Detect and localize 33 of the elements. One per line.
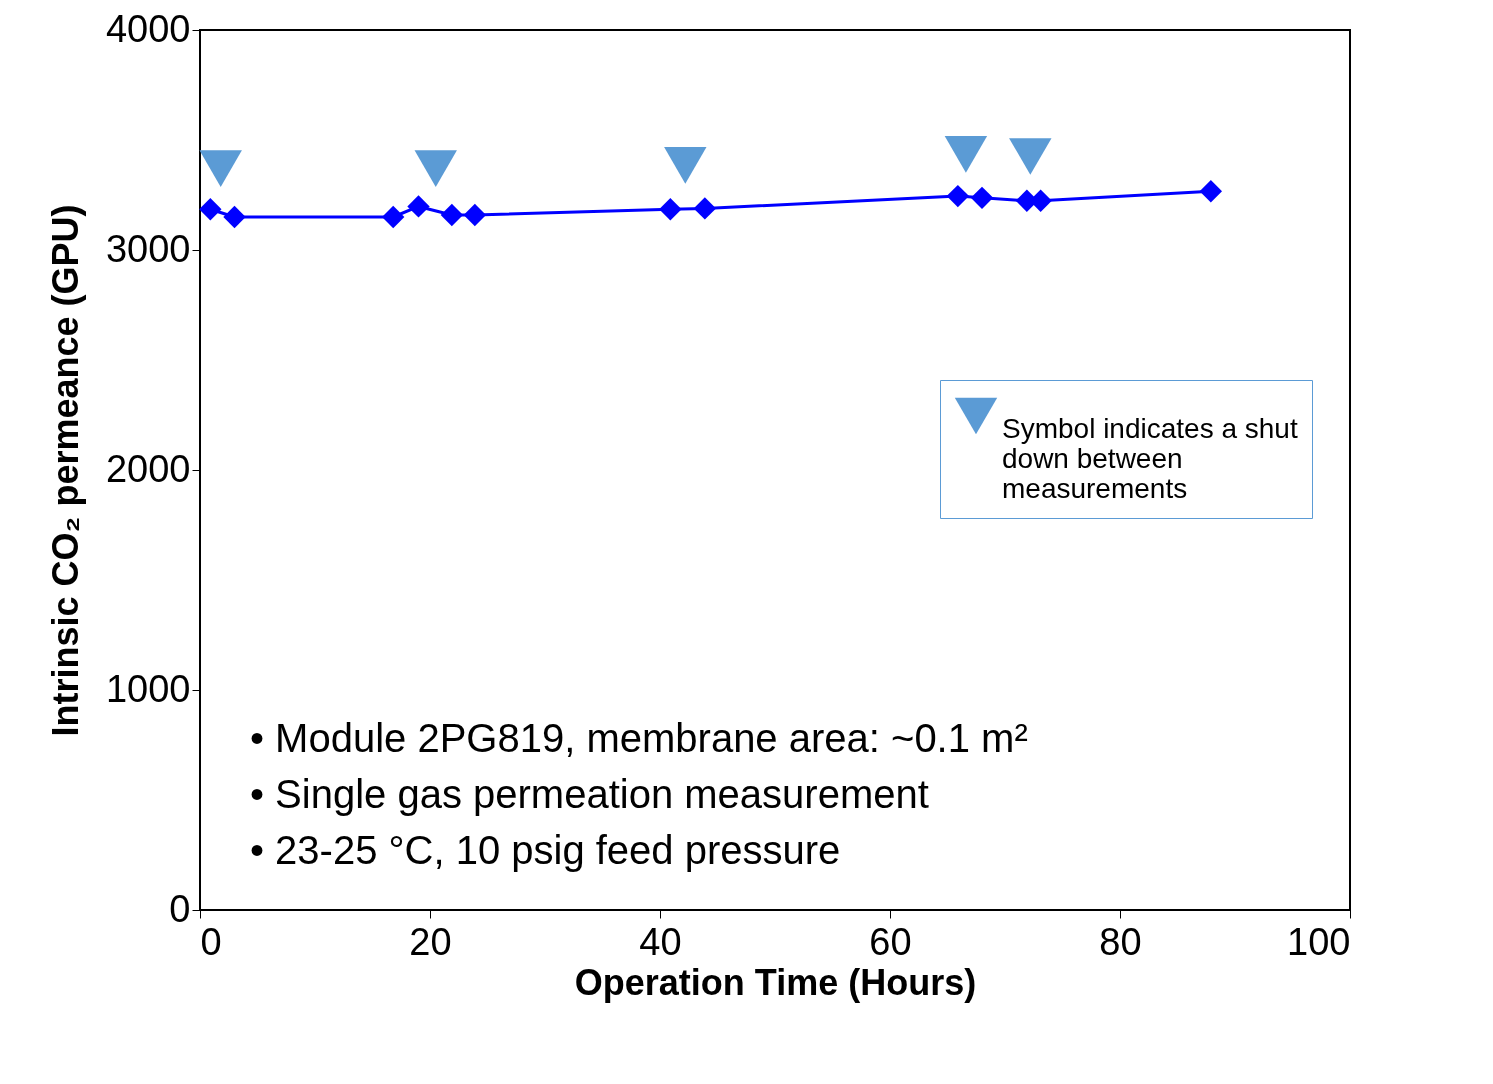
- point: [970, 186, 994, 210]
- x-tick-label: 0: [200, 920, 222, 963]
- point: [463, 203, 487, 227]
- x-tick-label: 60: [869, 920, 912, 963]
- legend-label: Symbol indicates a shut down between measurements: [1002, 413, 1298, 504]
- point: [944, 135, 988, 173]
- x-tick-label: 100: [1287, 920, 1351, 963]
- y-tick-label: 3000: [105, 227, 191, 270]
- x-axis-title: Operation Time (Hours): [574, 961, 977, 1003]
- point: [407, 195, 430, 218]
- point: [199, 198, 222, 221]
- point: [440, 203, 464, 227]
- annotation: • Single gas permeation measurement: [250, 772, 929, 816]
- y-tick-label: 4000: [105, 7, 191, 50]
- point: [946, 184, 970, 208]
- point: [1009, 138, 1052, 175]
- point: [659, 198, 682, 221]
- x-tick-label: 80: [1099, 920, 1142, 963]
- point: [199, 150, 242, 187]
- y-tick-label: 0: [169, 887, 191, 930]
- y-axis-title: Intrinsic CO₂ permeance (GPU): [44, 204, 86, 737]
- y-tick-label: 1000: [105, 667, 191, 710]
- point: [223, 205, 246, 229]
- point: [1199, 180, 1223, 203]
- point: [664, 146, 707, 184]
- point: [693, 197, 717, 220]
- x-tick-label: 20: [409, 920, 452, 963]
- x-tick-label: 40: [639, 920, 682, 963]
- y-tick-label: 2000: [105, 447, 191, 490]
- point: [414, 150, 457, 187]
- annotation: • 23-25 °C, 10 psig feed pressure: [250, 828, 841, 872]
- point: [382, 205, 405, 229]
- annotation: • Module 2PG819, membrane area: ~0.1 m²: [250, 716, 1028, 760]
